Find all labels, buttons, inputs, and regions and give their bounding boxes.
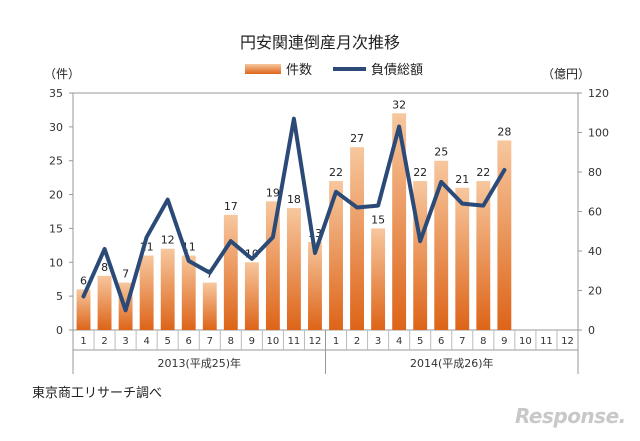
month-label: 8 xyxy=(228,336,234,347)
right-tick-label: 100 xyxy=(588,127,609,140)
month-label: 4 xyxy=(143,336,149,347)
left-axis-unit: （件） xyxy=(44,67,80,81)
left-axis: 0 5 10 15 20 25 30 35 xyxy=(49,87,73,337)
bar xyxy=(76,289,91,330)
bar-value-label: 17 xyxy=(224,200,238,213)
bar xyxy=(286,208,301,330)
month-label: 12 xyxy=(561,336,574,347)
bar xyxy=(181,255,196,330)
bar xyxy=(455,187,470,330)
left-tick-label: 0 xyxy=(56,324,63,337)
right-tick-label: 40 xyxy=(588,245,602,258)
source-note: 東京商工リサーチ調べ xyxy=(32,386,163,401)
month-label: 6 xyxy=(438,336,444,347)
month-label: 7 xyxy=(459,336,465,347)
bar-value-label: 7 xyxy=(122,268,129,281)
bar-value-label: 19 xyxy=(266,186,280,199)
bar xyxy=(160,248,175,330)
legend: 件数 負債総額 xyxy=(245,63,423,78)
bar-value-label: 28 xyxy=(497,125,511,138)
right-axis-unit: （億円） xyxy=(542,67,590,81)
left-tick-label: 30 xyxy=(49,121,63,134)
month-label: 1 xyxy=(333,336,339,347)
line-series xyxy=(81,116,507,313)
month-label: 2 xyxy=(354,336,360,347)
right-tick-label: 120 xyxy=(588,87,609,100)
month-label: 6 xyxy=(186,336,192,347)
month-label: 9 xyxy=(501,336,507,347)
month-label: 10 xyxy=(519,336,532,347)
bar xyxy=(413,181,428,330)
right-axis: 0 20 40 60 80 100 120 xyxy=(578,87,609,337)
left-tick-label: 25 xyxy=(49,155,63,168)
left-tick-label: 10 xyxy=(49,256,63,269)
month-label: 10 xyxy=(267,336,280,347)
month-label: 5 xyxy=(417,336,423,347)
bar xyxy=(350,147,365,330)
bar xyxy=(434,160,449,330)
month-label: 11 xyxy=(540,336,553,347)
month-label: 4 xyxy=(396,336,402,347)
left-tick-label: 5 xyxy=(56,290,63,303)
right-tick-label: 0 xyxy=(588,324,595,337)
bar-value-label: 21 xyxy=(455,173,469,186)
bar-value-label: 18 xyxy=(287,193,301,206)
month-label: 11 xyxy=(288,336,301,347)
month-label: 1 xyxy=(80,336,86,347)
brand-logo: Response. xyxy=(515,404,626,428)
month-label: 5 xyxy=(165,336,171,347)
bar xyxy=(97,275,112,330)
bar-value-label: 32 xyxy=(392,98,406,111)
bar-series xyxy=(76,113,512,330)
bar xyxy=(308,241,322,330)
bar-value-label: 25 xyxy=(434,146,448,159)
bar xyxy=(139,255,154,330)
legend-bar-swatch xyxy=(245,64,281,74)
bar-value-label: 6 xyxy=(80,274,87,287)
right-tick-label: 20 xyxy=(588,285,602,298)
month-label: 8 xyxy=(480,336,486,347)
bar-value-label: 22 xyxy=(476,166,490,179)
bar-value-label: 27 xyxy=(350,132,364,145)
month-label: 7 xyxy=(207,336,213,347)
month-label: 9 xyxy=(249,336,255,347)
bar-value-label: 8 xyxy=(101,261,108,274)
month-label: 3 xyxy=(122,336,128,347)
legend-line-label: 負債総額 xyxy=(371,63,423,78)
bar-value-label: 12 xyxy=(161,234,175,247)
month-label: 2 xyxy=(101,336,107,347)
bar xyxy=(329,181,343,330)
year-label: 2013(平成25)年 xyxy=(157,356,241,370)
bar xyxy=(497,140,512,330)
bar xyxy=(371,228,386,330)
right-tick-label: 60 xyxy=(588,206,602,219)
bar-value-label: 22 xyxy=(329,166,343,179)
bar xyxy=(202,282,217,330)
bar xyxy=(223,214,238,330)
debt-line xyxy=(81,116,507,313)
chart-title: 円安関連倒産月次推移 xyxy=(240,33,400,52)
left-tick-label: 15 xyxy=(49,222,63,235)
bar xyxy=(476,181,491,330)
bar xyxy=(244,262,259,330)
legend-bar-label: 件数 xyxy=(286,63,312,78)
month-label: 3 xyxy=(375,336,381,347)
bar xyxy=(392,113,407,330)
bar-value-label: 15 xyxy=(371,213,385,226)
year-label: 2014(平成26)年 xyxy=(410,356,494,370)
left-tick-label: 35 xyxy=(49,87,63,100)
x-axis: 1 2 3 4 5 6 7 8 9 10 11 12 1 2 3 4 5 6 7 8 9 10 11 122013(平成25)… xyxy=(72,330,579,374)
bar-value-label: 22 xyxy=(413,166,427,179)
month-label: 12 xyxy=(309,336,322,347)
left-tick-label: 20 xyxy=(49,189,63,202)
bar xyxy=(265,201,280,330)
right-tick-label: 80 xyxy=(588,166,602,179)
